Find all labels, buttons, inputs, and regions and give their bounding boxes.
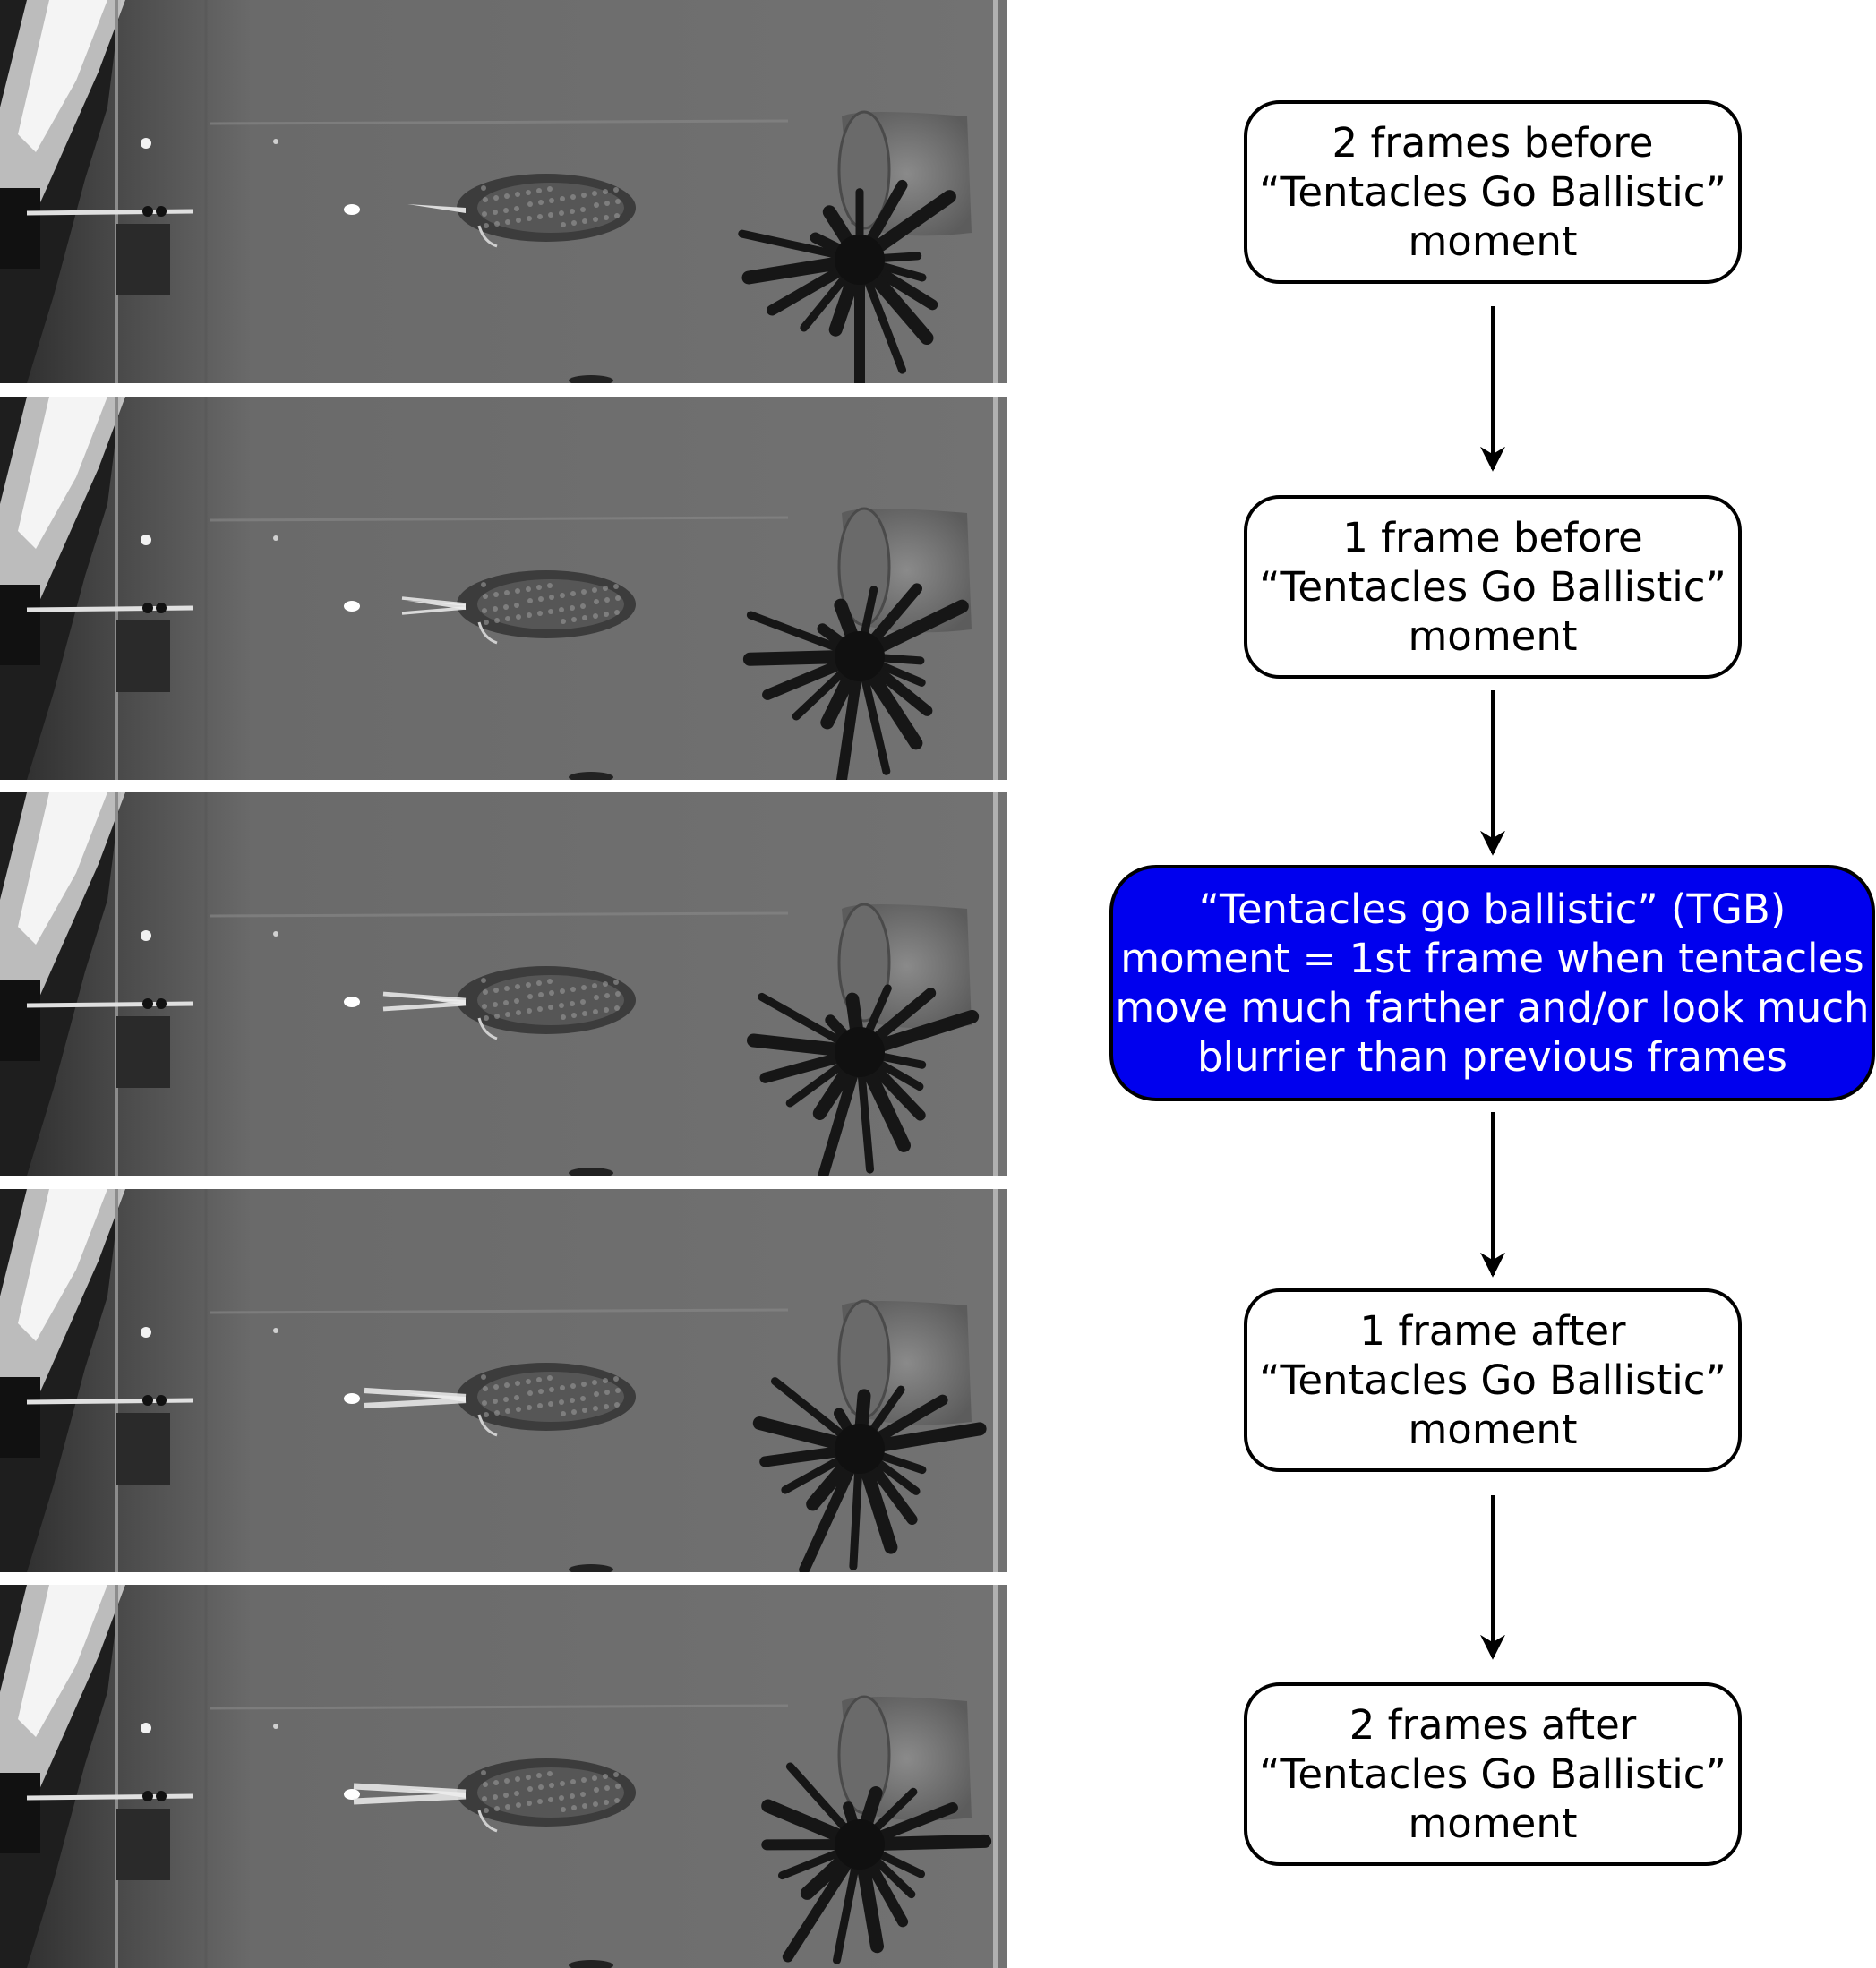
step-box-2-frames-before: 2 frames before “Tentacles Go Ballistic”…	[1244, 100, 1742, 284]
step-line: “Tentacles Go Ballistic”	[1259, 167, 1726, 217]
step-line: blurrier than previous frames	[1197, 1032, 1787, 1082]
step-box-1-frame-before: 1 frame before “Tentacles Go Ballistic” …	[1244, 495, 1742, 679]
step-box-tgb-moment: “Tentacles go ballistic” (TGB) moment = …	[1109, 865, 1875, 1101]
step-line: “Tentacles Go Ballistic”	[1259, 562, 1726, 612]
step-line: moment	[1408, 1405, 1577, 1454]
step-line: move much farther and/or look much	[1115, 983, 1869, 1032]
step-line: “Tentacles Go Ballistic”	[1259, 1750, 1726, 1799]
step-box-1-frame-after: 1 frame after “Tentacles Go Ballistic” m…	[1244, 1288, 1742, 1472]
step-line: 2 frames after	[1349, 1700, 1637, 1750]
step-line: “Tentacles Go Ballistic”	[1259, 1356, 1726, 1405]
step-line: moment	[1408, 217, 1577, 266]
step-line: 1 frame before	[1342, 513, 1643, 562]
step-line: moment	[1408, 612, 1577, 661]
step-line: “Tentacles go ballistic” (TGB)	[1199, 885, 1786, 934]
step-box-2-frames-after: 2 frames after “Tentacles Go Ballistic” …	[1244, 1682, 1742, 1866]
step-line: 1 frame after	[1359, 1306, 1625, 1356]
step-line: 2 frames before	[1332, 118, 1654, 167]
step-line: moment	[1408, 1799, 1577, 1848]
step-line: moment = 1st frame when tentacles	[1120, 934, 1863, 983]
